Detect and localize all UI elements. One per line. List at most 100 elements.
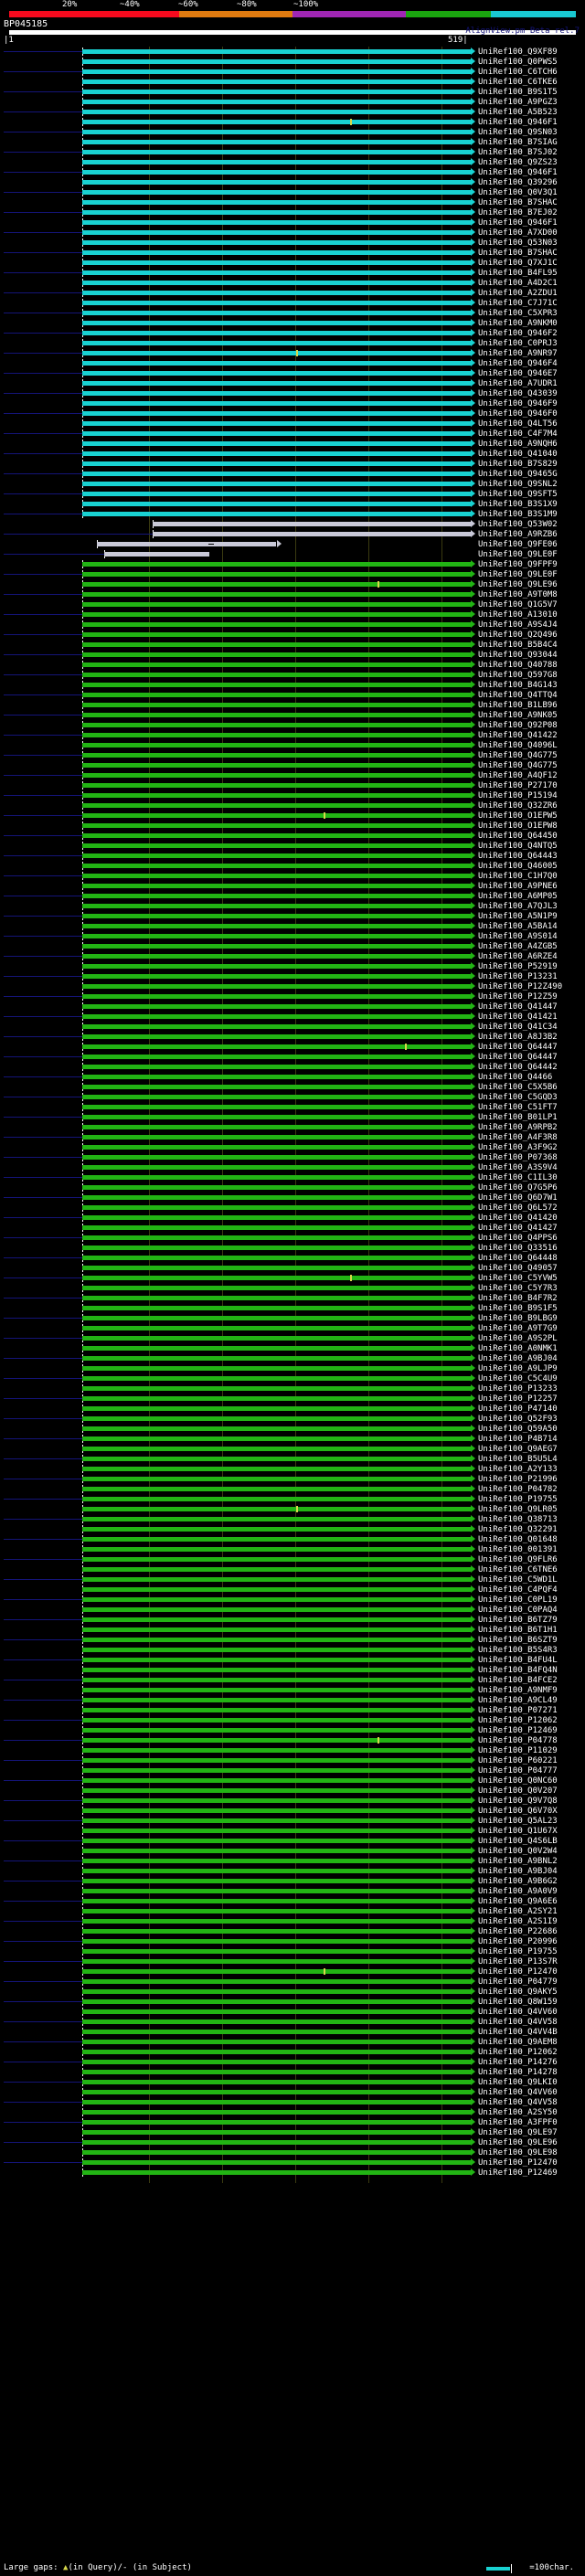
hit-label[interactable]: UniRef100_A9T7G9 (478, 1324, 558, 1333)
hit-bar[interactable] (82, 874, 471, 878)
hit-bar[interactable] (82, 1396, 471, 1401)
hit-label[interactable]: UniRef100_B4FQ4N (478, 1666, 558, 1675)
hit-label[interactable]: UniRef100_A3FPF0 (478, 2118, 558, 2127)
hit-label[interactable]: UniRef100_Q9SN03 (478, 128, 558, 137)
hit-row[interactable]: UniRef100_Q9XF89 (0, 47, 585, 57)
hit-row[interactable]: UniRef100_Q6L572 (0, 1203, 585, 1213)
hit-label[interactable]: UniRef100_A7UDR1 (478, 379, 558, 388)
hit-row[interactable]: UniRef100_Q4S6LB (0, 1836, 585, 1846)
hit-bar[interactable] (82, 1376, 471, 1381)
hit-row[interactable]: UniRef100_B5B4C4 (0, 640, 585, 650)
hit-bar[interactable] (82, 1507, 471, 1511)
hit-row[interactable]: UniRef100_P19755 (0, 1946, 585, 1956)
hit-row[interactable]: UniRef100_Q9LR05 (0, 1504, 585, 1514)
hit-label[interactable]: UniRef100_B4FL95 (478, 269, 558, 278)
hit-row[interactable]: UniRef100_Q32ZR6 (0, 800, 585, 811)
hit-bar[interactable] (82, 411, 471, 416)
hit-label[interactable]: UniRef100_Q0PWS5 (478, 58, 558, 67)
hit-label[interactable]: UniRef100_B01LP1 (478, 1113, 558, 1122)
hit-label[interactable]: UniRef100_Q41427 (478, 1224, 558, 1233)
hit-label[interactable]: UniRef100_B9LBG9 (478, 1314, 558, 1323)
hit-bar[interactable] (82, 1034, 471, 1039)
hit-label[interactable]: UniRef100_P07271 (478, 1706, 558, 1715)
hit-label[interactable]: UniRef100_P11029 (478, 1746, 558, 1755)
hit-bar[interactable] (82, 431, 471, 436)
hit-label[interactable]: UniRef100_A2SY21 (478, 1907, 558, 1916)
hit-label[interactable]: UniRef100_Q64443 (478, 852, 558, 861)
hit-label[interactable]: UniRef100_P15194 (478, 791, 558, 800)
hit-label[interactable]: UniRef100_Q9LE98 (478, 2148, 558, 2157)
hit-row[interactable]: UniRef100_C4F7M4 (0, 429, 585, 439)
hit-label[interactable]: UniRef100_Q9ZS23 (478, 158, 558, 167)
hit-bar[interactable] (82, 190, 471, 195)
hit-label[interactable]: UniRef100_P04782 (478, 1485, 558, 1494)
hit-bar[interactable] (82, 1999, 471, 2004)
hit-bar[interactable] (82, 803, 471, 808)
hit-bar[interactable] (82, 1286, 471, 1290)
hit-bar[interactable] (82, 2160, 471, 2165)
hit-label[interactable]: UniRef100_Q92P08 (478, 721, 558, 730)
hit-row[interactable]: UniRef100_P47140 (0, 1404, 585, 1414)
hit-bar[interactable] (82, 1768, 471, 1773)
hit-bar[interactable] (82, 944, 471, 949)
hit-bar[interactable] (82, 1718, 471, 1723)
hit-bar[interactable] (82, 301, 471, 305)
hit-bar[interactable] (82, 1004, 471, 1009)
hit-bar[interactable] (82, 1336, 471, 1341)
hit-bar[interactable] (82, 1829, 471, 1833)
hit-bar[interactable] (82, 1235, 471, 1240)
hit-row[interactable]: UniRef100_B7SJ02 (0, 147, 585, 157)
hit-label[interactable]: UniRef100_A9CL49 (478, 1696, 558, 1705)
hit-label[interactable]: UniRef100_A9B6G2 (478, 1877, 558, 1886)
hit-row[interactable]: UniRef100_A9BJ04 (0, 1353, 585, 1363)
hit-row[interactable]: UniRef100_Q4VV58 (0, 2097, 585, 2107)
hit-row[interactable]: UniRef100_Q9FPF9 (0, 559, 585, 569)
hit-label[interactable]: UniRef100_Q6D7W1 (478, 1193, 558, 1203)
hit-label[interactable]: UniRef100_A9PNE6 (478, 882, 558, 891)
hit-label[interactable]: UniRef100_Q41422 (478, 731, 558, 740)
hit-bar[interactable] (82, 1889, 471, 1893)
hit-bar[interactable] (82, 1859, 471, 1863)
hit-bar[interactable] (82, 1215, 471, 1220)
hit-row[interactable]: UniRef100_Q9LE0F (0, 549, 585, 559)
hit-label[interactable]: UniRef100_Q4NTQ5 (478, 842, 558, 851)
hit-row[interactable]: UniRef100_Q946F4 (0, 358, 585, 368)
hit-bar[interactable] (82, 2170, 471, 2175)
hit-label[interactable]: UniRef100_Q9SFT5 (478, 490, 558, 499)
hit-label[interactable]: UniRef100_Q93044 (478, 651, 558, 660)
hit-label[interactable]: UniRef100_A3F9G2 (478, 1143, 558, 1152)
hit-bar[interactable] (82, 1798, 471, 1803)
hit-bar[interactable] (82, 90, 471, 94)
hit-bar[interactable] (82, 1919, 471, 1924)
hit-row[interactable]: UniRef100_A7XD00 (0, 228, 585, 238)
hit-row[interactable]: UniRef100_B3S1X9 (0, 499, 585, 509)
hit-row[interactable]: UniRef100_A9S2PL (0, 1333, 585, 1343)
hit-row[interactable]: UniRef100_Q946F2 (0, 328, 585, 338)
hit-label[interactable]: UniRef100_B9S1T5 (478, 88, 558, 97)
hit-bar[interactable] (82, 180, 471, 185)
hit-label[interactable]: UniRef100_Q4VV58 (478, 2098, 558, 2107)
hit-row[interactable]: UniRef100_P22686 (0, 1926, 585, 1936)
hit-row[interactable]: UniRef100_A6MP05 (0, 891, 585, 901)
hit-label[interactable]: UniRef100_Q41420 (478, 1214, 558, 1223)
hit-label[interactable]: UniRef100_C5C4U9 (478, 1374, 558, 1383)
hit-row[interactable]: UniRef100_A9BJ04 (0, 1866, 585, 1876)
hit-bar[interactable] (82, 220, 471, 225)
hit-label[interactable]: UniRef100_Q01648 (478, 1535, 558, 1544)
hit-label[interactable]: UniRef100_Q6V70X (478, 1807, 558, 1816)
hit-label[interactable]: UniRef100_A4ZGB5 (478, 942, 558, 951)
hit-label[interactable]: UniRef100_A9BNL2 (478, 1857, 558, 1866)
hit-row[interactable]: UniRef100_Q9465G (0, 469, 585, 479)
hit-row[interactable]: UniRef100_Q9AEM8 (0, 2037, 585, 2047)
hit-bar[interactable] (82, 2050, 471, 2054)
hit-label[interactable]: UniRef100_B4FCE2 (478, 1676, 558, 1685)
hit-label[interactable]: UniRef100_A9LJP9 (478, 1364, 558, 1373)
hit-row[interactable]: UniRef100_B9S1T5 (0, 87, 585, 97)
hit-bar[interactable] (82, 733, 471, 737)
hit-bar[interactable] (82, 1095, 471, 1099)
hit-row[interactable]: UniRef100_C5Y7R3 (0, 1283, 585, 1293)
hit-row[interactable]: UniRef100_Q64448 (0, 1253, 585, 1263)
hit-bar[interactable] (82, 250, 471, 255)
hit-row[interactable]: UniRef100_Q9FE06 (0, 539, 585, 549)
hit-label[interactable]: UniRef100_Q946F9 (478, 399, 558, 408)
